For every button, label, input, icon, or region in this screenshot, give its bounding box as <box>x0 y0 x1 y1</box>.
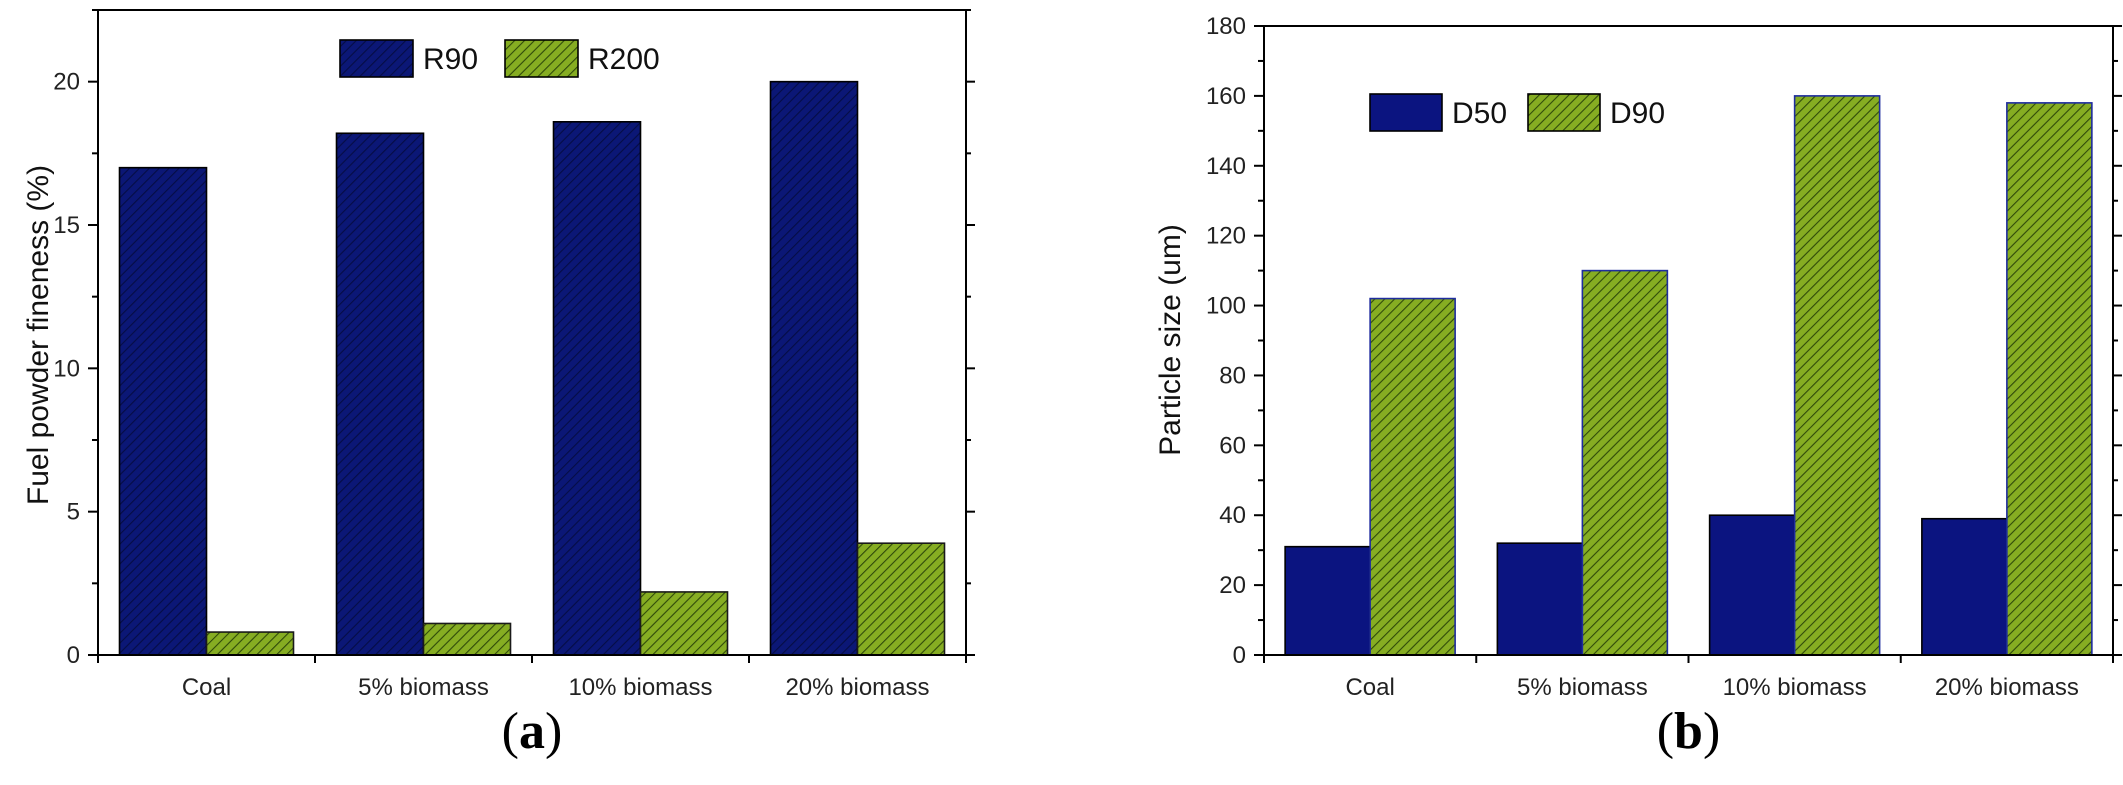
panel-a-bar-r200-1 <box>205 631 295 656</box>
panel-b-legend-swatch-d50 <box>1369 93 1443 132</box>
panel-b-legend-label-d50: D50 <box>1452 97 1507 130</box>
panel-b-label-open-paren: ( <box>1657 703 1674 760</box>
panel-a-bar-r90-3 <box>552 121 642 656</box>
panel-a-xtick-label-1: Coal <box>182 674 231 701</box>
panel-b-ytick-label: 180 <box>1206 13 1246 40</box>
chart-panel-a: 0 5 10 15 20 Coal 5% biomass 10% biomass 20% bio… <box>22 9 975 760</box>
panel-b-label-close-paren: ) <box>1703 703 1720 760</box>
panel-a-label-close-paren: ) <box>545 703 562 760</box>
panel-b-ytick-label: 0 <box>1233 642 1246 669</box>
panel-a-legend-label-r90: R90 <box>423 43 478 76</box>
panel-b-xtick-label-4: 20% biomass <box>1935 674 2079 701</box>
panel-b-legend-label-d90: D90 <box>1610 97 1665 130</box>
panel-b-bar-d50-1 <box>1284 545 1371 656</box>
panel-a-bar-r90-2 <box>335 132 425 656</box>
panel-b-bar-d90-4 <box>2006 102 2093 656</box>
panel-a-xtick-label-4: 20% biomass <box>785 674 929 701</box>
panel-b-label-letter: b <box>1674 703 1703 760</box>
panel-a-ytick-label: 10 <box>53 355 80 382</box>
panel-b-legend-swatch-d90 <box>1527 93 1601 132</box>
panel-b-xtick-label-3: 10% biomass <box>1723 674 1867 701</box>
panel-a-bar-r90-1 <box>118 166 208 656</box>
panel-a-bar-r200-2 <box>422 622 512 656</box>
panel-b-ytick-label: 160 <box>1206 83 1246 110</box>
chart-panel-b: 0 20 40 60 80 100 120 140 160 180 Coal 5% biomass 10… <box>1154 13 2122 760</box>
panel-a-legend-label-r200: R200 <box>588 43 660 76</box>
panel-b-ytick-label: 140 <box>1206 153 1246 180</box>
panel-a-ytick-label: 15 <box>53 212 80 239</box>
panel-b-label: (b) <box>1657 703 1721 760</box>
panel-b-bar-d90-2 <box>1581 269 1669 656</box>
panel-b-bar-d50-2 <box>1496 542 1584 656</box>
panel-b-xtick-label-1: Coal <box>1345 674 1394 701</box>
panel-a-bar-r90-4 <box>769 80 859 656</box>
panel-b-y-axis-title: Particle size (um) <box>1154 224 1187 456</box>
panel-a-ytick-label: 20 <box>53 69 80 96</box>
panel-a-xtick-label-3: 10% biomass <box>568 674 712 701</box>
panel-a-label-letter: a <box>519 703 545 760</box>
panel-a-label: (a) <box>502 703 563 760</box>
panel-b-ytick-label: 80 <box>1219 362 1246 389</box>
panel-b-bar-d50-3 <box>1708 514 1796 656</box>
panel-a-legend-swatch-r200 <box>504 39 579 78</box>
panel-a-y-axis-title: Fuel powder fineness (%) <box>22 165 55 505</box>
panel-a-ytick-label: 0 <box>67 642 80 669</box>
panel-a-legend-swatch-r90 <box>339 39 414 78</box>
panel-b-ytick-label: 100 <box>1206 293 1246 320</box>
panel-b-ytick-label: 40 <box>1219 502 1246 529</box>
panel-b-bar-d90-3 <box>1793 95 1881 656</box>
panel-b-bar-d50-4 <box>1921 517 2008 656</box>
panel-a-bar-r200-3 <box>639 591 729 656</box>
panel-b-ytick-label: 20 <box>1219 572 1246 599</box>
panel-b-xtick-label-2: 5% biomass <box>1517 674 1648 701</box>
panel-a-label-open-paren: ( <box>502 703 519 760</box>
panel-b-ytick-label: 60 <box>1219 432 1246 459</box>
panel-a-ytick-label: 5 <box>67 499 80 526</box>
panel-b-ytick-label: 120 <box>1206 223 1246 250</box>
panel-b-bar-d90-1 <box>1369 297 1456 656</box>
panel-a-bar-r200-4 <box>856 542 946 656</box>
panel-a-xtick-label-2: 5% biomass <box>358 674 489 701</box>
